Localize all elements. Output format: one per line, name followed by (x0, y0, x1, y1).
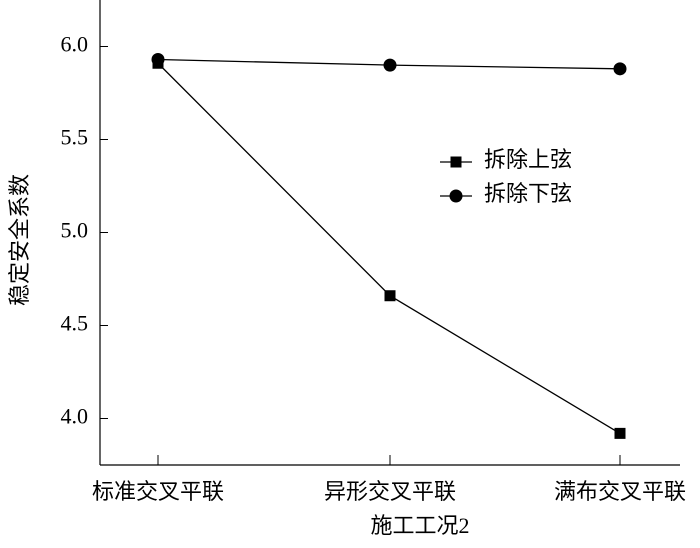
marker (383, 58, 397, 72)
marker (613, 62, 627, 76)
legend-label: 拆除下弦 (484, 181, 572, 206)
y-tick-label: 6.0 (61, 32, 89, 57)
y-tick-label: 4.5 (61, 311, 89, 336)
marker (151, 53, 165, 67)
x-axis-title: 施工工况2 (370, 513, 469, 538)
marker (384, 290, 396, 302)
legend-label: 拆除上弦 (484, 147, 572, 172)
x-tick-label: 异形交叉平联 (324, 479, 456, 504)
x-tick-label: 满布交叉平联 (554, 479, 686, 504)
y-axis-title: 稳定安全系数 (7, 174, 32, 306)
y-tick-label: 5.0 (61, 218, 89, 243)
y-tick-label: 5.5 (61, 125, 89, 150)
marker (450, 156, 462, 168)
marker (449, 189, 463, 203)
x-tick-label: 标准交叉平联 (92, 479, 224, 504)
y-tick-label: 4.0 (61, 404, 89, 429)
marker (614, 427, 626, 439)
line (157, 62, 621, 434)
